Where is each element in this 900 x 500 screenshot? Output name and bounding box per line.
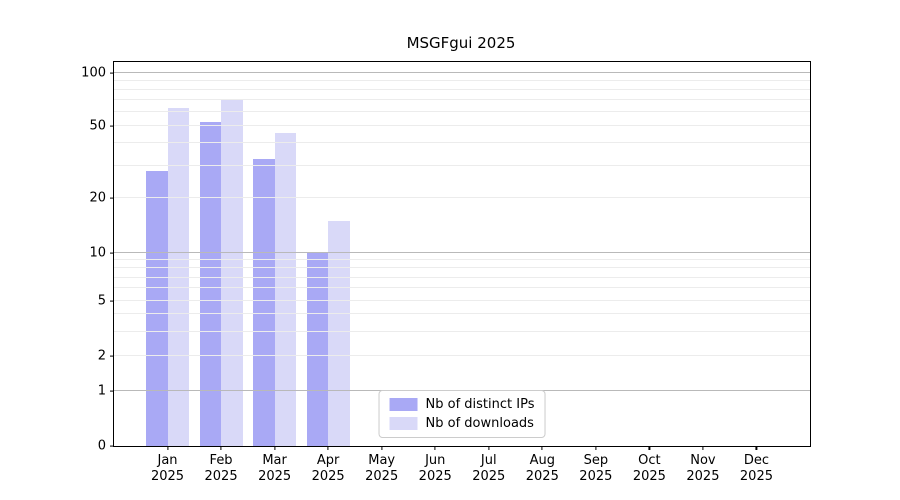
x-tick-mark [434,446,436,450]
x-tick-label: Apr 2025 [312,453,345,485]
x-tick-month: Jun [425,453,446,468]
x-tick-label: Sep 2025 [579,453,612,485]
plot-area: 0 1 2 5 10 20 50 100 Jan 2025 Feb 2025 Mar 2025 Apr 20… [81,61,811,484]
x-tick-year: 2025 [739,469,773,484]
legend-item-ips: Nb of distinct IPs [389,397,535,412]
x-tick-label: Jun 2025 [419,453,452,485]
y-tick-label: 1 [97,383,106,399]
legend-swatch [389,417,418,430]
y-tick-mark [110,300,114,302]
x-tick-year: 2025 [686,469,720,484]
x-tick-month: May [368,453,396,468]
x-tick-label: Oct 2025 [633,453,666,485]
x-tick-label: Mar 2025 [258,453,291,485]
x-tick-year: 2025 [204,469,238,484]
x-tick-label: Jan 2025 [151,453,184,485]
x-tick-label: Aug 2025 [526,453,559,485]
bar-distinct-ips [146,171,168,446]
bar-distinct-ips [306,252,329,446]
x-tick-month: Jan [157,453,178,468]
x-tick-month: Apr [316,453,340,468]
x-tick-month: Nov [690,453,716,468]
x-tick-mark [595,446,597,450]
x-tick-mark [166,446,169,450]
chart-title: MSGFgui 2025 [406,34,516,52]
x-tick-label: Feb 2025 [205,453,238,485]
x-tick-month: Jul [480,453,497,468]
x-tick-year: 2025 [579,469,613,484]
y-tick-label: 0 [97,438,106,454]
x-tick-label: Dec 2025 [740,453,773,485]
x-tick-year: 2025 [418,469,452,484]
x-tick-mark [381,446,383,450]
legend-swatch [389,398,418,411]
x-tick-mark [220,446,222,450]
y-tick-label: 2 [97,348,106,364]
bars-layer [114,62,810,446]
x-tick-mark [488,446,490,450]
bar-downloads [328,220,350,446]
x-tick-month: Oct [638,453,661,468]
x-tick-month: Sep [583,453,609,468]
x-tick-mark [755,446,758,450]
y-tick-mark [110,72,114,74]
x-tick-year: 2025 [150,469,185,484]
x-tick-label: May 2025 [365,453,398,485]
x-tick-year: 2025 [365,469,399,484]
y-tick-mark [110,197,114,199]
x-tick-month: Dec [743,453,770,468]
x-tick-month: Aug [529,453,555,468]
x-tick-mark [648,446,650,450]
bar-downloads [221,100,243,446]
y-tick-mark [110,445,114,447]
x-tick-year: 2025 [632,469,666,484]
x-tick-year: 2025 [311,469,345,484]
y-tick-mark [110,390,114,392]
y-tick-mark [110,355,114,357]
y-tick-label: 20 [89,190,106,206]
legend-item-downloads: Nb of downloads [389,416,535,431]
y-tick-label: 5 [97,293,106,309]
y-tick-label: 10 [89,245,106,261]
x-tick-mark [702,446,704,450]
x-tick-mark [541,446,543,450]
x-tick-year: 2025 [525,469,559,484]
legend-label: Nb of downloads [425,416,534,431]
legend: Nb of distinct IPs Nb of downloads [378,390,546,438]
legend-label: Nb of distinct IPs [425,397,535,412]
x-tick-label: Nov 2025 [686,453,719,485]
y-tick-label: 50 [89,118,106,134]
y-tick-mark [110,125,114,127]
x-tick-mark [274,446,276,450]
x-tick-year: 2025 [258,469,292,484]
bar-downloads [274,132,297,446]
bar-distinct-ips [253,158,275,446]
y-tick-label: 100 [81,65,106,81]
x-tick-label: Jul 2025 [472,453,505,485]
bar-downloads [167,108,190,446]
y-tick-mark [110,252,114,254]
x-tick-mark [327,446,329,450]
x-tick-month: Mar [262,453,287,468]
x-tick-month: Feb [209,453,233,468]
bar-distinct-ips [199,121,222,446]
x-tick-year: 2025 [472,469,506,484]
